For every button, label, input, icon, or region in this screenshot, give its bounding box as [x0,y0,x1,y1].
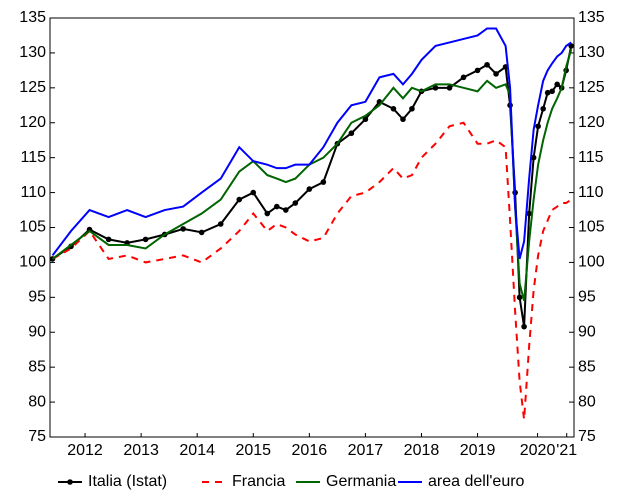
series-marker [292,200,299,206]
x-tick-label: 2012 [67,442,103,459]
legend-label: Germania [326,473,396,490]
y2-tick-label: 75 [578,428,596,445]
series-marker [306,186,313,192]
x-tick-label: 2020 [520,442,556,459]
x-tick-label: 2017 [348,442,384,459]
series-marker [274,203,280,210]
y-tick-label: 105 [19,219,46,236]
y-tick-label: 120 [19,114,46,131]
x-tick-label: 2018 [404,442,440,459]
y-tick-label: 115 [20,149,46,166]
series-marker [105,236,112,243]
x-tick-label: 2016 [292,442,328,459]
series-marker [362,116,369,123]
series-marker [400,116,406,123]
series-marker [484,61,490,68]
y2-tick-label: 80 [578,393,596,410]
legend-label: Italia (Istat) [88,473,167,490]
y2-tick-label: 125 [578,79,605,96]
x-tick-label: 2015 [235,442,271,459]
y2-tick-label: 90 [578,323,596,340]
legend-label: Francia [232,473,285,490]
y2-tick-label: 100 [578,254,605,271]
y-tick-label: 125 [19,79,46,96]
y-tick-label: 95 [28,289,46,306]
y-tick-label: 75 [28,428,46,445]
y-tick-label: 110 [20,184,46,201]
y2-tick-label: 135 [578,9,605,26]
series-marker [446,85,453,91]
series-marker [460,74,467,81]
series-marker [180,226,186,232]
series-marker [250,189,257,196]
series-line [51,45,573,327]
series-marker [348,130,355,137]
x-tick-label: 2013 [123,442,159,459]
y-tick-label: 90 [28,323,46,340]
series-marker [544,89,551,96]
series-marker [264,210,271,217]
legend-marker [67,479,73,485]
series-marker [474,67,481,74]
series-marker [526,210,532,217]
y2-tick-label: 130 [578,44,605,61]
series-marker [535,123,541,130]
series-marker [521,323,527,330]
series-marker [554,81,560,88]
series-marker [217,221,224,227]
y2-tick-label: 105 [578,219,605,236]
series-marker [540,105,546,112]
y2-tick-label: 85 [578,358,596,375]
y-tick-label: 80 [28,393,46,410]
series-marker [409,105,415,112]
x-tick-label: '21 [556,442,577,459]
series-marker [493,71,499,77]
series-marker [198,229,205,236]
y-tick-label: 135 [19,9,46,26]
series-line [51,27,572,260]
series-line [52,121,572,420]
y-tick-label: 130 [19,44,46,61]
y2-tick-label: 120 [578,114,605,131]
y-tick-label: 100 [19,254,46,271]
series-marker [282,207,289,213]
series-line [51,49,573,302]
y-tick-label: 85 [28,358,46,375]
x-tick-label: 2019 [460,442,496,459]
series-marker [142,236,149,243]
x-tick-label: 2014 [179,442,215,459]
y2-tick-label: 115 [578,149,604,166]
y2-tick-label: 95 [578,289,596,306]
series-marker [516,294,523,301]
series-marker [390,105,397,112]
series-marker [432,85,439,91]
series-marker [236,196,243,203]
series-marker [530,154,537,161]
plot-frame [49,17,575,438]
legend-label: area dell'euro [428,473,525,490]
y2-tick-label: 110 [578,184,604,201]
series-marker [320,179,327,185]
series-marker [549,88,555,95]
